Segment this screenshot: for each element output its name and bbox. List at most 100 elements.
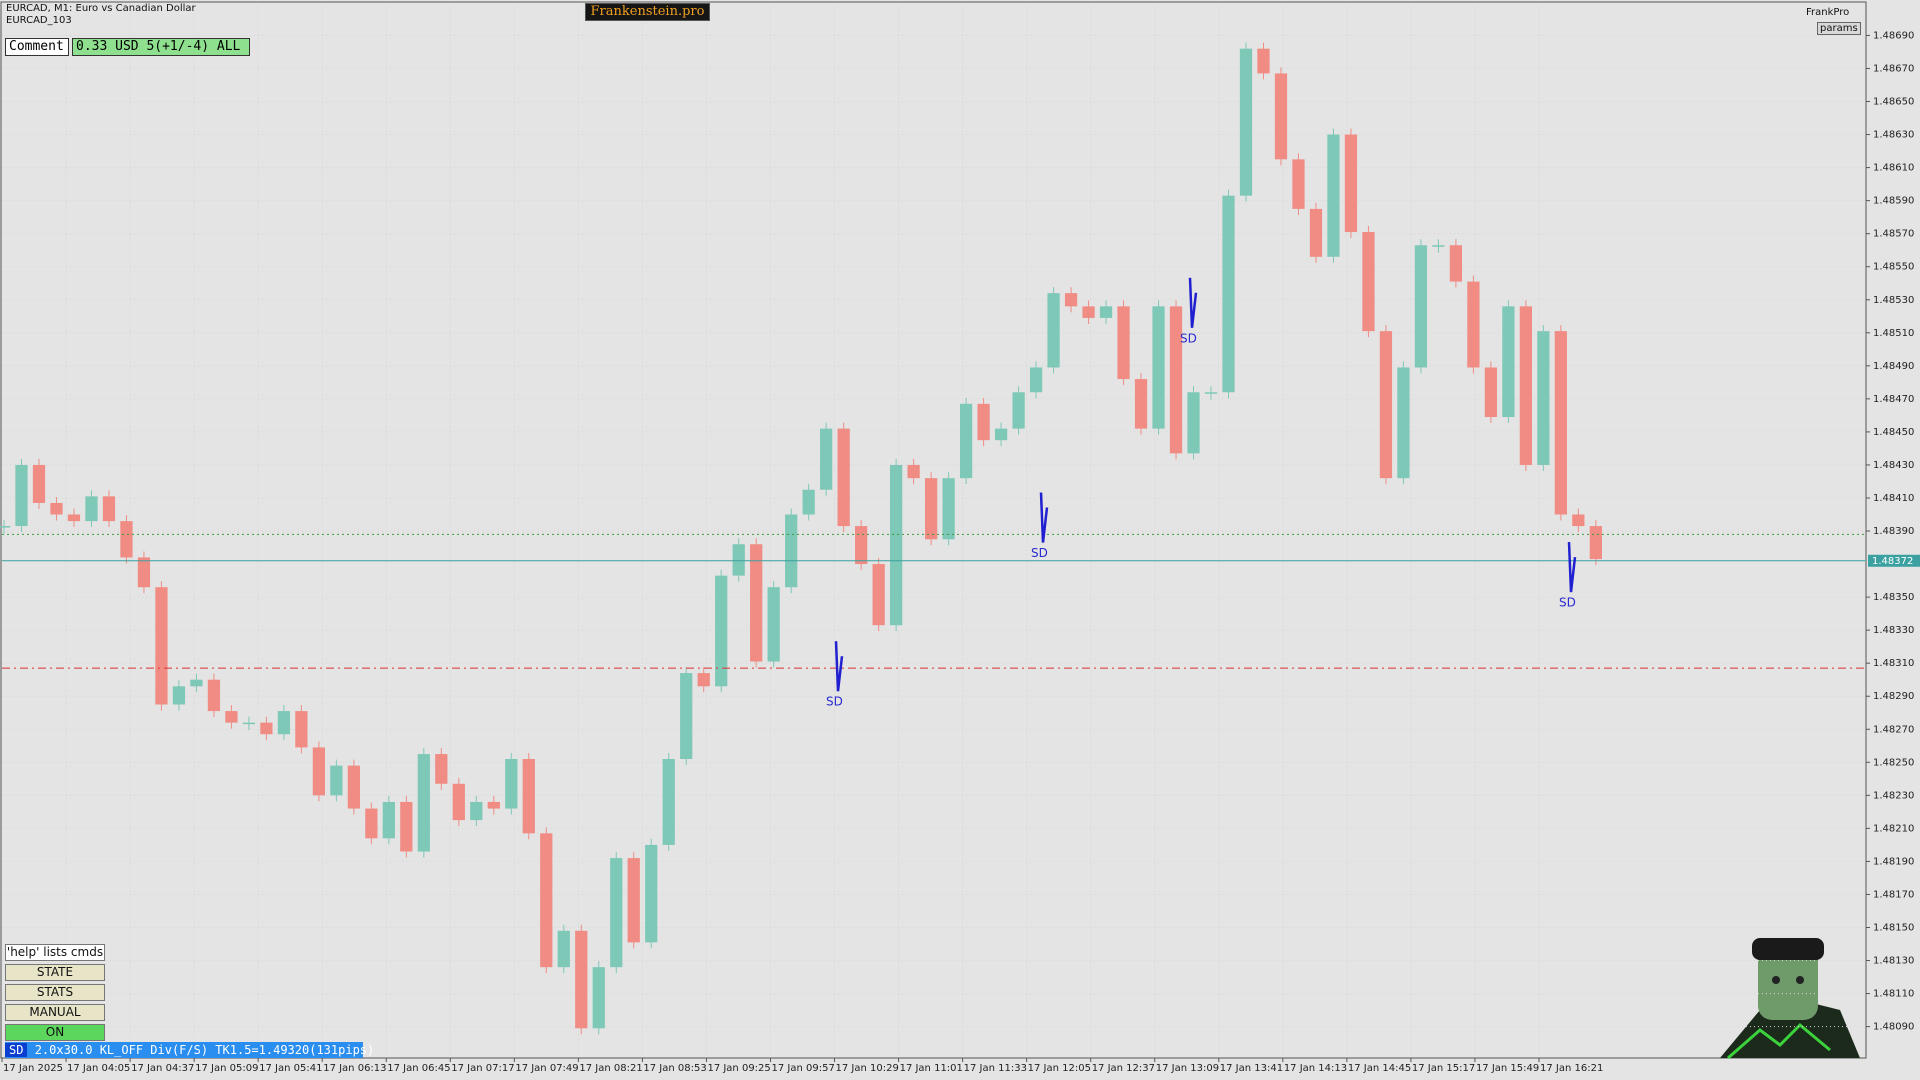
y-tick-label: 1.48410 bbox=[1873, 493, 1914, 504]
y-tick-label: 1.48650 bbox=[1873, 97, 1914, 108]
candle bbox=[190, 679, 203, 687]
candle bbox=[32, 464, 46, 503]
comment-label: Comment bbox=[5, 38, 69, 56]
candle bbox=[260, 722, 273, 735]
x-tick-label: 17 Jan 2025 bbox=[3, 1063, 63, 1074]
y-tick-label: 1.48130 bbox=[1873, 956, 1914, 967]
x-tick-label: 17 Jan 06:13 bbox=[323, 1063, 386, 1074]
y-tick-label: 1.48330 bbox=[1873, 625, 1914, 636]
on-button[interactable]: ON bbox=[5, 1024, 105, 1041]
candle bbox=[872, 564, 885, 626]
y-tick-label: 1.48150 bbox=[1873, 922, 1914, 933]
y-tick-label: 1.48310 bbox=[1873, 658, 1914, 669]
x-tick-label: 17 Jan 07:49 bbox=[515, 1063, 578, 1074]
candle bbox=[610, 858, 623, 968]
candle bbox=[592, 967, 605, 1029]
y-tick-label: 1.48390 bbox=[1873, 526, 1914, 537]
x-tick-label: 17 Jan 05:41 bbox=[259, 1063, 322, 1074]
x-tick-label: 17 Jan 15:17 bbox=[1412, 1063, 1475, 1074]
candle bbox=[855, 526, 868, 565]
candle bbox=[0, 526, 11, 528]
manual-button[interactable]: MANUAL bbox=[5, 1004, 105, 1021]
signal-label: SD bbox=[826, 695, 843, 709]
x-tick-label: 17 Jan 14:45 bbox=[1348, 1063, 1411, 1074]
status-tag: SD bbox=[5, 1043, 28, 1057]
y-tick-label: 1.48630 bbox=[1873, 130, 1914, 141]
signal-label: SD bbox=[1031, 546, 1048, 560]
candle bbox=[522, 758, 535, 834]
signal-trace bbox=[1039, 492, 1049, 543]
x-tick-label: 17 Jan 07:17 bbox=[451, 1063, 514, 1074]
candle bbox=[172, 686, 186, 705]
candle bbox=[1502, 306, 1515, 418]
x-tick-label: 17 Jan 16:21 bbox=[1540, 1063, 1603, 1074]
candle bbox=[452, 783, 465, 821]
y-tick-label: 1.48210 bbox=[1873, 823, 1914, 834]
candle bbox=[942, 478, 955, 540]
candle bbox=[417, 754, 430, 852]
account-name: EURCAD_103 bbox=[6, 15, 72, 26]
signal-trace bbox=[1567, 542, 1577, 593]
candle bbox=[1554, 331, 1567, 515]
candle bbox=[802, 489, 815, 515]
candle bbox=[820, 428, 833, 490]
candle bbox=[312, 747, 325, 796]
signal-trace bbox=[1188, 277, 1198, 328]
candle bbox=[155, 587, 168, 705]
candle bbox=[1292, 159, 1305, 209]
candle bbox=[102, 496, 116, 522]
candle bbox=[1064, 293, 1078, 307]
y-tick-label: 1.48490 bbox=[1873, 361, 1914, 372]
candle bbox=[662, 758, 675, 845]
candle bbox=[750, 544, 763, 662]
y-tick-label: 1.48610 bbox=[1873, 163, 1914, 174]
candle bbox=[400, 801, 413, 852]
candle bbox=[505, 758, 518, 809]
y-tick-label: 1.48230 bbox=[1873, 790, 1914, 801]
candle bbox=[785, 514, 798, 588]
candle bbox=[1344, 134, 1358, 233]
candle bbox=[1029, 367, 1043, 393]
candle bbox=[994, 428, 1008, 441]
price-label-bg bbox=[1868, 554, 1920, 567]
candle bbox=[1082, 306, 1095, 318]
symbol-title: EURCAD, M1: Euro vs Canadian Dollar bbox=[6, 3, 196, 14]
x-tick-label: 17 Jan 11:33 bbox=[964, 1063, 1027, 1074]
candle bbox=[1572, 514, 1585, 527]
price-label: 1.48372 bbox=[1872, 556, 1913, 567]
y-tick-label: 1.48510 bbox=[1873, 328, 1914, 339]
y-tick-label: 1.48170 bbox=[1873, 889, 1914, 900]
y-tick-label: 1.48670 bbox=[1873, 63, 1914, 74]
candle bbox=[837, 428, 850, 527]
candle bbox=[1537, 331, 1550, 465]
candle bbox=[767, 587, 780, 662]
candle bbox=[715, 575, 728, 687]
candle bbox=[225, 711, 238, 723]
candle bbox=[1187, 392, 1200, 454]
x-tick-label: 17 Jan 15:49 bbox=[1476, 1063, 1539, 1074]
candle bbox=[365, 808, 378, 839]
y-tick-label: 1.48350 bbox=[1873, 592, 1914, 603]
x-tick-label: 17 Jan 09:25 bbox=[707, 1063, 770, 1074]
x-tick-label: 17 Jan 09:57 bbox=[771, 1063, 834, 1074]
candle bbox=[1362, 232, 1375, 332]
signal-label: SD bbox=[1559, 596, 1576, 610]
portrait bbox=[1720, 938, 1860, 1060]
x-tick-label: 17 Jan 12:05 bbox=[1028, 1063, 1091, 1074]
signal-label: SD bbox=[1180, 331, 1197, 345]
candle bbox=[1117, 306, 1130, 380]
brand-badge[interactable]: Frankenstein.pro bbox=[585, 3, 710, 21]
candle bbox=[1152, 306, 1165, 429]
candle bbox=[277, 711, 291, 735]
params-button[interactable]: params bbox=[1817, 22, 1861, 35]
y-tick-label: 1.48550 bbox=[1873, 262, 1914, 273]
candle bbox=[1222, 195, 1235, 393]
candle bbox=[242, 722, 256, 725]
stats-button[interactable]: STATS bbox=[5, 984, 105, 1001]
status-text: 2.0x30.0 KL_OFF Div(F/S) TK1.5=1.49320(1… bbox=[34, 1043, 375, 1057]
candle bbox=[1309, 208, 1323, 257]
candle bbox=[1414, 245, 1428, 368]
state-button[interactable]: STATE bbox=[5, 964, 105, 981]
candle bbox=[85, 496, 98, 522]
